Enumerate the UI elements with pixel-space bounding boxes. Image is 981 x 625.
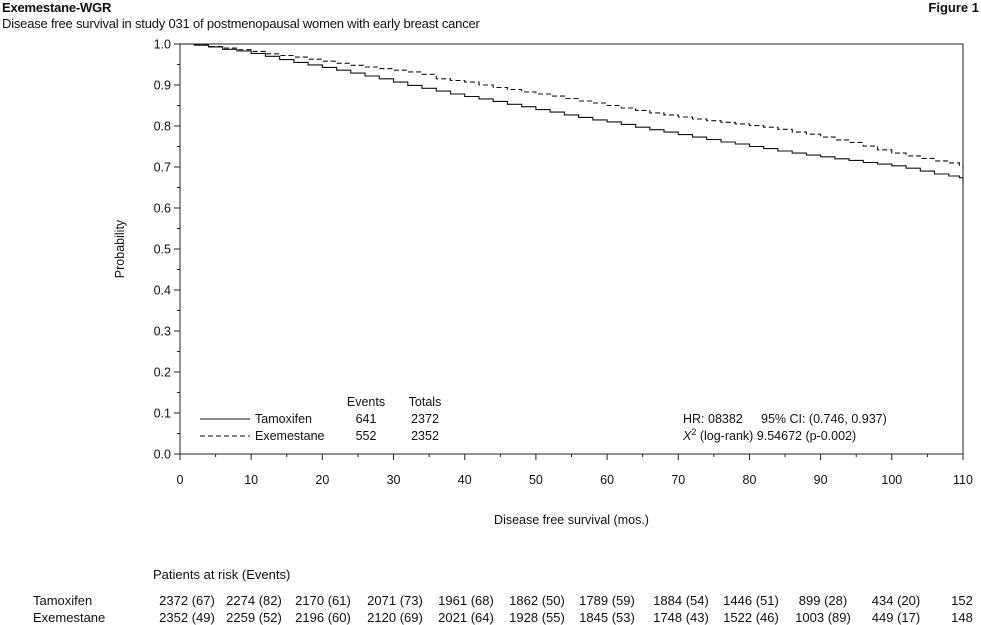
series-line-tamoxifen bbox=[180, 43, 964, 183]
plot-frame bbox=[179, 43, 964, 455]
risk-cell: 1789 (59) bbox=[579, 593, 635, 608]
risk-cell: 899 (28) bbox=[798, 593, 848, 608]
x-tick-label: 20 bbox=[315, 473, 329, 487]
risk-cell: 2259 (52) bbox=[226, 610, 282, 625]
risk-cell: 2352 (49) bbox=[159, 610, 215, 625]
legend-label-tamoxifen: Tamoxifen bbox=[255, 412, 312, 426]
x-tick-label: 100 bbox=[881, 473, 902, 487]
y-tick-label: 0.5 bbox=[154, 243, 171, 257]
y-tick-label: 0.0 bbox=[154, 448, 171, 462]
annotation-hr: HR: 08382 bbox=[683, 412, 743, 426]
x-tick-label: 110 bbox=[953, 473, 973, 487]
risk-cell: 2372 (67) bbox=[159, 593, 215, 608]
risk-cell: 152 bbox=[951, 593, 973, 608]
risk-cell: 1862 (50) bbox=[509, 593, 565, 608]
x-tick-label: 40 bbox=[458, 473, 472, 487]
risk-cell: 1845 (53) bbox=[579, 610, 635, 625]
risk-cell: 434 (20) bbox=[871, 593, 921, 608]
x-tick-label: 70 bbox=[671, 473, 685, 487]
risk-cell: 1522 (46) bbox=[723, 610, 779, 625]
x-tick-label: 0 bbox=[177, 473, 184, 487]
report-subtitle: Disease free survival in study 031 of po… bbox=[2, 16, 480, 31]
x-tick-label: 10 bbox=[244, 473, 258, 487]
legend-events-exemestane: 552 bbox=[356, 429, 377, 443]
risk-cell: 449 (17) bbox=[871, 610, 921, 625]
x-tick-label: 50 bbox=[529, 473, 543, 487]
series-line-exemestane bbox=[180, 43, 964, 170]
risk-cell: 2120 (69) bbox=[367, 610, 423, 625]
risk-cell: 1748 (43) bbox=[653, 610, 709, 625]
risk-cell: 2274 (82) bbox=[226, 593, 282, 608]
y-tick-label: 0.2 bbox=[154, 366, 171, 380]
legend-events-header: Events bbox=[347, 395, 385, 409]
legend-events-tamoxifen: 641 bbox=[356, 412, 377, 426]
risk-cell: 2196 (60) bbox=[295, 610, 351, 625]
risk-cell: 2170 (61) bbox=[295, 593, 351, 608]
y-tick-label: 0.7 bbox=[154, 161, 171, 175]
legend-label-exemestane: Exemestane bbox=[255, 429, 325, 443]
x-tick-label: 90 bbox=[814, 473, 828, 487]
risk-cell: 148 bbox=[951, 610, 973, 625]
x-tick-label: 30 bbox=[387, 473, 401, 487]
x-tick-label: 60 bbox=[600, 473, 614, 487]
annotation-ci: 95% CI: (0.746, 0.937) bbox=[761, 412, 887, 426]
y-tick-label: 0.1 bbox=[154, 407, 171, 421]
y-tick-label: 0.9 bbox=[154, 79, 171, 93]
risk-cell: 1446 (51) bbox=[723, 593, 779, 608]
risk-cell: 1961 (68) bbox=[438, 593, 494, 608]
legend-totals-header: Totals bbox=[409, 395, 442, 409]
figure-label: Figure 1 bbox=[928, 0, 979, 15]
x-axis-label: Disease free survival (mos.) bbox=[494, 513, 649, 527]
y-tick-label: 0.6 bbox=[154, 202, 171, 216]
survival-chart: 0.0 0.1 0.2 0.3 0.4 0.5 0.6 0.7 0.8 0.9 1.0 0 10 20 30… bbox=[113, 38, 973, 528]
y-tick-label: 0.8 bbox=[154, 120, 171, 134]
risk-cell: 1928 (55) bbox=[509, 610, 565, 625]
y-tick-label: 1.0 bbox=[154, 38, 171, 52]
risk-cell: 2021 (64) bbox=[438, 610, 494, 625]
annotation-logrank: X2 (log-rank) 9.54672 (p-0.002) bbox=[682, 427, 856, 443]
y-tick-label: 0.4 bbox=[154, 284, 171, 298]
x-tick-label: 80 bbox=[743, 473, 757, 487]
legend-totals-exemestane: 2352 bbox=[411, 429, 439, 443]
y-tick-label: 0.3 bbox=[154, 325, 171, 339]
risk-table-header: Patients at risk (Events) bbox=[153, 567, 291, 582]
risk-cell: 1003 (89) bbox=[795, 610, 851, 625]
y-axis-label: Probability bbox=[113, 219, 127, 278]
report-title: Exemestane-WGR bbox=[2, 0, 112, 15]
risk-row-label-exemestane: Exemestane bbox=[33, 610, 106, 625]
risk-row-label-tamoxifen: Tamoxifen bbox=[33, 593, 93, 608]
legend-totals-tamoxifen: 2372 bbox=[411, 412, 439, 426]
risk-cell: 1884 (54) bbox=[653, 593, 709, 608]
risk-cell: 2071 (73) bbox=[367, 593, 423, 608]
